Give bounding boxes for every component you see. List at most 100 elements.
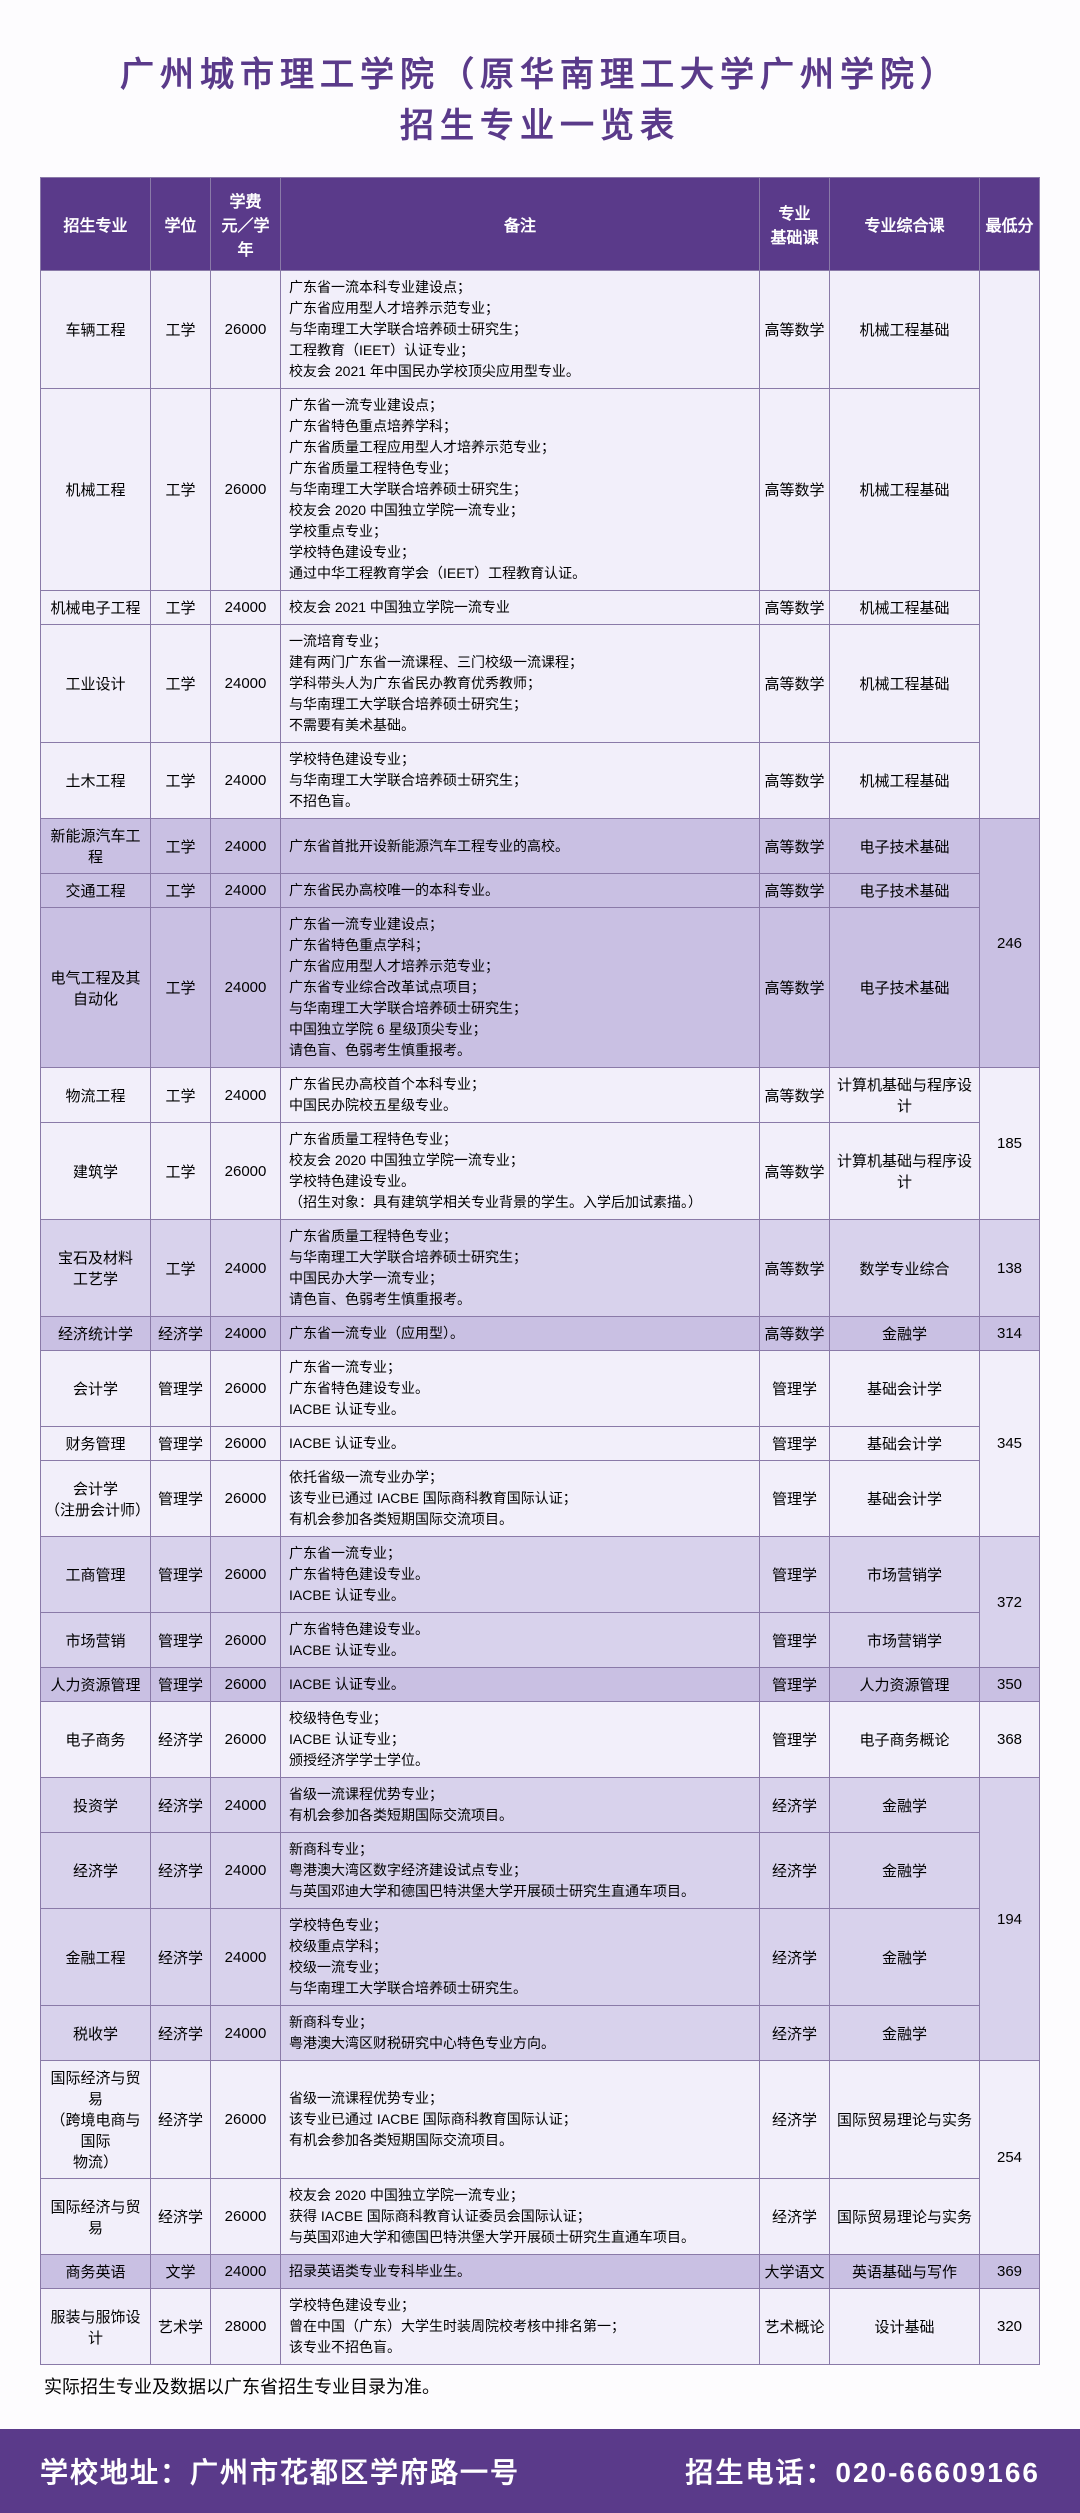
cell-remark: 广东省一流专业建设点；广东省特色重点培养学科；广东省质量工程应用型人才培养示范专… xyxy=(281,389,760,591)
cell-base: 经济学 xyxy=(760,1778,830,1833)
cell-remark: 广东省一流专业建设点；广东省特色重点学科；广东省应用型人才培养示范专业；广东省专… xyxy=(281,908,760,1068)
cell-comp: 机械工程基础 xyxy=(830,625,980,743)
cell-major: 人力资源管理 xyxy=(41,1668,151,1702)
cell-remark: 广东省民办高校唯一的本科专业。 xyxy=(281,874,760,908)
cell-base: 经济学 xyxy=(760,1909,830,2006)
cell-fee: 24000 xyxy=(211,1317,281,1351)
cell-comp: 电子商务概论 xyxy=(830,1702,980,1778)
cell-comp: 国际贸易理论与实务 xyxy=(830,2179,980,2255)
cell-degree: 工学 xyxy=(151,271,211,389)
cell-comp: 基础会计学 xyxy=(830,1461,980,1537)
table-header-row: 招生专业 学位 学费元／学年 备注 专业基础课 专业综合课 最低分 xyxy=(41,178,1040,271)
cell-base: 高等数学 xyxy=(760,1317,830,1351)
cell-fee: 24000 xyxy=(211,1833,281,1909)
cell-degree: 工学 xyxy=(151,1123,211,1220)
cell-score: 254 xyxy=(980,2061,1040,2255)
cell-major: 会计学（注册会计师） xyxy=(41,1461,151,1537)
footnote: 实际招生专业及数据以广东省招生专业目录为准。 xyxy=(40,2373,1040,2399)
cell-score: 194 xyxy=(980,1778,1040,2061)
cell-fee: 26000 xyxy=(211,1702,281,1778)
cell-remark: 学校特色建设专业；曾在中国（广东）大学生时装周院校考核中排名第一；该专业不招色盲… xyxy=(281,2289,760,2365)
cell-fee: 26000 xyxy=(211,271,281,389)
cell-fee: 24000 xyxy=(211,2255,281,2289)
table-body: 车辆工程工学26000广东省一流本科专业建设点；广东省应用型人才培养示范专业；与… xyxy=(41,271,1040,2365)
cell-fee: 24000 xyxy=(211,743,281,819)
cell-remark: 广东省民办高校首个本科专业；中国民办院校五星级专业。 xyxy=(281,1068,760,1123)
table-row: 经济统计学经济学24000广东省一流专业（应用型）。高等数学金融学314 xyxy=(41,1317,1040,1351)
table-row: 宝石及材料工艺学工学24000广东省质量工程特色专业；与华南理工大学联合培养硕士… xyxy=(41,1220,1040,1317)
cell-score: 369 xyxy=(980,2255,1040,2289)
cell-fee: 26000 xyxy=(211,1427,281,1461)
cell-comp: 市场营销学 xyxy=(830,1613,980,1668)
col-base: 专业基础课 xyxy=(760,178,830,271)
cell-comp: 人力资源管理 xyxy=(830,1668,980,1702)
cell-degree: 工学 xyxy=(151,625,211,743)
footer-tel-label: 招生电话： xyxy=(685,2457,835,2488)
cell-degree: 经济学 xyxy=(151,1317,211,1351)
cell-base: 管理学 xyxy=(760,1613,830,1668)
cell-major: 国际经济与贸易（跨境电商与国际物流） xyxy=(41,2061,151,2179)
cell-major: 税收学 xyxy=(41,2006,151,2061)
cell-comp: 计算机基础与程序设计 xyxy=(830,1123,980,1220)
page: 广州城市理工学院（原华南理工大学广州学院） 招生专业一览表 招生专业 学位 学费… xyxy=(0,0,1080,2399)
cell-comp: 设计基础 xyxy=(830,2289,980,2365)
cell-degree: 工学 xyxy=(151,1068,211,1123)
cell-fee: 24000 xyxy=(211,625,281,743)
cell-base: 高等数学 xyxy=(760,389,830,591)
footer-addr-value: 广州市花都区学府路一号 xyxy=(190,2457,520,2488)
table-row: 税收学经济学24000新商科专业；粤港澳大湾区财税研究中心特色专业方向。经济学金… xyxy=(41,2006,1040,2061)
table-row: 机械工程工学26000广东省一流专业建设点；广东省特色重点培养学科；广东省质量工… xyxy=(41,389,1040,591)
cell-major: 土木工程 xyxy=(41,743,151,819)
table-row: 服装与服饰设计艺术学28000学校特色建设专业；曾在中国（广东）大学生时装周院校… xyxy=(41,2289,1040,2365)
cell-degree: 管理学 xyxy=(151,1351,211,1427)
cell-major: 电气工程及其自动化 xyxy=(41,908,151,1068)
cell-fee: 24000 xyxy=(211,1909,281,2006)
cell-major: 经济学 xyxy=(41,1833,151,1909)
cell-major: 服装与服饰设计 xyxy=(41,2289,151,2365)
cell-degree: 经济学 xyxy=(151,2179,211,2255)
col-remark: 备注 xyxy=(281,178,760,271)
cell-base: 高等数学 xyxy=(760,1220,830,1317)
cell-base: 高等数学 xyxy=(760,591,830,625)
cell-degree: 工学 xyxy=(151,591,211,625)
cell-degree: 经济学 xyxy=(151,1778,211,1833)
cell-remark: 广东省质量工程特色专业；校友会 2020 中国独立学院一流专业；学校特色建设专业… xyxy=(281,1123,760,1220)
col-fee: 学费元／学年 xyxy=(211,178,281,271)
cell-major: 金融工程 xyxy=(41,1909,151,2006)
cell-major: 国际经济与贸易 xyxy=(41,2179,151,2255)
table-row: 国际经济与贸易经济学26000校友会 2020 中国独立学院一流专业；获得 IA… xyxy=(41,2179,1040,2255)
cell-base: 高等数学 xyxy=(760,743,830,819)
table-row: 交通工程工学24000广东省民办高校唯一的本科专业。高等数学电子技术基础 xyxy=(41,874,1040,908)
cell-major: 车辆工程 xyxy=(41,271,151,389)
footer: 学校地址：广州市花都区学府路一号 招生电话：020-66609166 xyxy=(0,2429,1080,2513)
footer-tel-value: 020-66609166 xyxy=(835,2457,1040,2488)
cell-remark: 广东省一流专业；广东省特色建设专业。IACBE 认证专业。 xyxy=(281,1351,760,1427)
cell-score: 320 xyxy=(980,2289,1040,2365)
footer-address: 学校地址：广州市花都区学府路一号 xyxy=(40,2451,520,2491)
table-row: 会计学（注册会计师）管理学26000依托省级一流专业办学；该专业已通过 IACB… xyxy=(41,1461,1040,1537)
cell-base: 经济学 xyxy=(760,1833,830,1909)
cell-fee: 24000 xyxy=(211,908,281,1068)
cell-fee: 26000 xyxy=(211,1123,281,1220)
cell-major: 机械电子工程 xyxy=(41,591,151,625)
cell-comp: 机械工程基础 xyxy=(830,591,980,625)
cell-comp: 电子技术基础 xyxy=(830,819,980,874)
cell-remark: 招录英语类专业专科毕业生。 xyxy=(281,2255,760,2289)
col-degree: 学位 xyxy=(151,178,211,271)
cell-remark: 校友会 2020 中国独立学院一流专业；获得 IACBE 国际商科教育认证委员会… xyxy=(281,2179,760,2255)
cell-major: 经济统计学 xyxy=(41,1317,151,1351)
cell-remark: 广东省一流本科专业建设点；广东省应用型人才培养示范专业；与华南理工大学联合培养硕… xyxy=(281,271,760,389)
cell-major: 新能源汽车工程 xyxy=(41,819,151,874)
cell-comp: 基础会计学 xyxy=(830,1351,980,1427)
cell-fee: 26000 xyxy=(211,1461,281,1537)
cell-score: 138 xyxy=(980,1220,1040,1317)
cell-fee: 24000 xyxy=(211,1068,281,1123)
cell-base: 经济学 xyxy=(760,2179,830,2255)
footer-addr-label: 学校地址： xyxy=(40,2457,190,2488)
cell-remark: 校级特色专业；IACBE 认证专业；颁授经济学学士学位。 xyxy=(281,1702,760,1778)
cell-major: 投资学 xyxy=(41,1778,151,1833)
cell-comp: 金融学 xyxy=(830,2006,980,2061)
cell-comp: 金融学 xyxy=(830,1317,980,1351)
cell-score: 372 xyxy=(980,1537,1040,1668)
cell-fee: 26000 xyxy=(211,1613,281,1668)
